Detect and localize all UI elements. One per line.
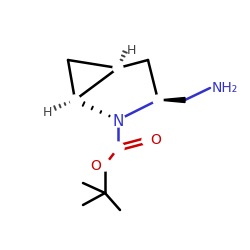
Circle shape [70,95,80,105]
Circle shape [99,159,111,171]
Text: O: O [150,133,162,147]
Text: H: H [42,106,52,118]
Text: N: N [112,114,124,128]
Circle shape [112,142,124,154]
Text: O: O [90,159,102,173]
Text: NH₂: NH₂ [212,81,238,95]
Circle shape [153,95,163,105]
Circle shape [142,134,154,146]
Circle shape [111,113,125,127]
Polygon shape [158,98,185,102]
Circle shape [113,63,123,73]
Text: H: H [126,44,136,57]
